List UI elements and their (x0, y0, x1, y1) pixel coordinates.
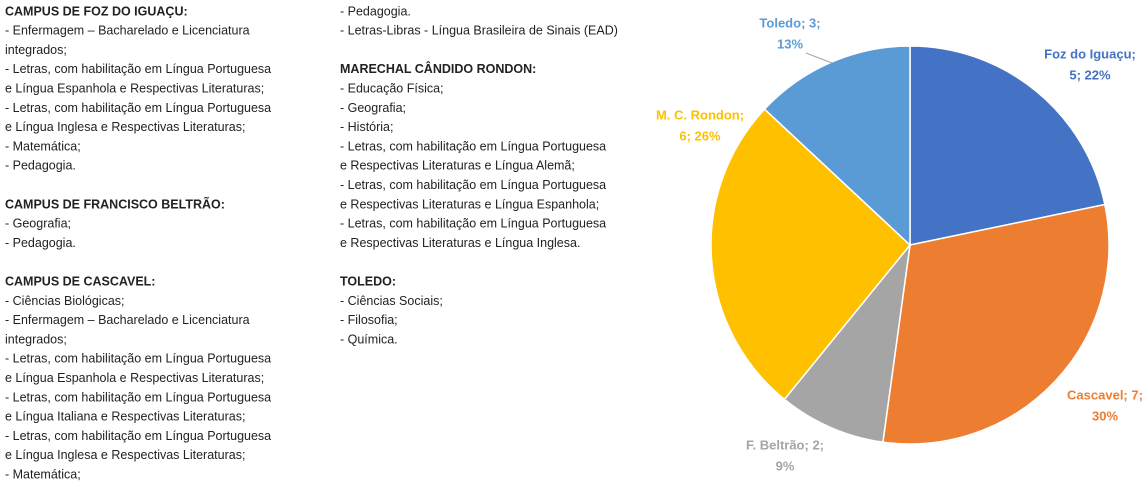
section-heading: CAMPUS DE FOZ DO IGUAÇU: (5, 4, 188, 18)
pie-label: F. Beltrão; 2; (746, 437, 824, 452)
list-line: - Geografia; (340, 101, 406, 115)
section-heading: CAMPUS DE CASCAVEL: (5, 274, 155, 288)
list-line: - Pedagogia. (340, 4, 411, 18)
list-line: - Letras, com habilitação em Língua Port… (340, 178, 606, 192)
list-line: - Letras, com habilitação em Língua Port… (5, 62, 271, 76)
leader-line (805, 52, 833, 64)
list-line: - Ciências Biológicas; (5, 294, 125, 308)
pie-label: Cascavel; 7; (1067, 387, 1143, 402)
pie-label: M. C. Rondon; (656, 107, 744, 122)
list-line: integrados; (5, 332, 67, 346)
list-line: - Educação Física; (340, 81, 444, 95)
list-line: - História; (340, 120, 393, 134)
list-line: - Matemática; (5, 467, 81, 481)
pie-slice (882, 203, 1110, 445)
list-line: e Língua Inglesa e Respectivas Literatur… (5, 448, 245, 462)
list-line: e Respectivas Literaturas e Língua Alemã… (340, 159, 575, 173)
pie-label: 5; 22% (1069, 67, 1111, 82)
list-line: e Língua Espanhola e Respectivas Literat… (5, 81, 264, 95)
list-line: - Enfermagem – Bacharelado e Licenciatur… (5, 313, 250, 327)
pie-label: 6; 26% (679, 128, 721, 143)
list-line: - Letras, com habilitação em Língua Port… (5, 101, 271, 115)
list-line: - Letras-Libras - Língua Brasileira de S… (340, 24, 618, 38)
list-line: e Língua Espanhola e Respectivas Literat… (5, 371, 264, 385)
list-line: - Matemática; (5, 139, 81, 153)
section-heading: TOLEDO: (340, 274, 396, 288)
pie-label: Toledo; 3; (759, 15, 820, 30)
pie-label: 13% (777, 36, 803, 51)
list-line: - Química. (340, 332, 398, 346)
list-line: - Pedagogia. (5, 236, 76, 250)
list-line: e Língua Italiana e Respectivas Literatu… (5, 410, 245, 424)
pie-slice (909, 45, 1106, 246)
list-line: - Geografia; (5, 217, 71, 231)
section-heading: CAMPUS DE FRANCISCO BELTRÃO: (5, 196, 225, 211)
list-line: - Enfermagem – Bacharelado e Licenciatur… (5, 24, 250, 38)
list-line: - Ciências Sociais; (340, 294, 443, 308)
pie-label: 30% (1092, 408, 1118, 423)
pie-slice (710, 108, 912, 401)
pie-label: Foz do Iguaçu; (1044, 46, 1136, 61)
list-line: - Letras, com habilitação em Língua Port… (5, 352, 271, 366)
list-line: e Respectivas Literaturas e Língua Ingle… (340, 236, 580, 250)
list-line: - Pedagogia. (5, 159, 76, 173)
list-line: e Língua Inglesa e Respectivas Literatur… (5, 120, 245, 134)
list-line: e Respectivas Literaturas e Língua Espan… (340, 197, 599, 211)
list-line: integrados; (5, 43, 67, 57)
list-line: - Letras, com habilitação em Língua Port… (340, 139, 606, 153)
pie-slice (783, 242, 912, 443)
list-line: - Filosofia; (340, 313, 398, 327)
pie-label: 9% (776, 458, 795, 473)
section-heading: MARECHAL CÂNDIDO RONDON: (340, 61, 536, 76)
list-line: - Letras, com habilitação em Língua Port… (5, 429, 271, 443)
list-line: - Letras, com habilitação em Língua Port… (5, 390, 271, 404)
list-line: - Letras, com habilitação em Língua Port… (340, 217, 606, 231)
